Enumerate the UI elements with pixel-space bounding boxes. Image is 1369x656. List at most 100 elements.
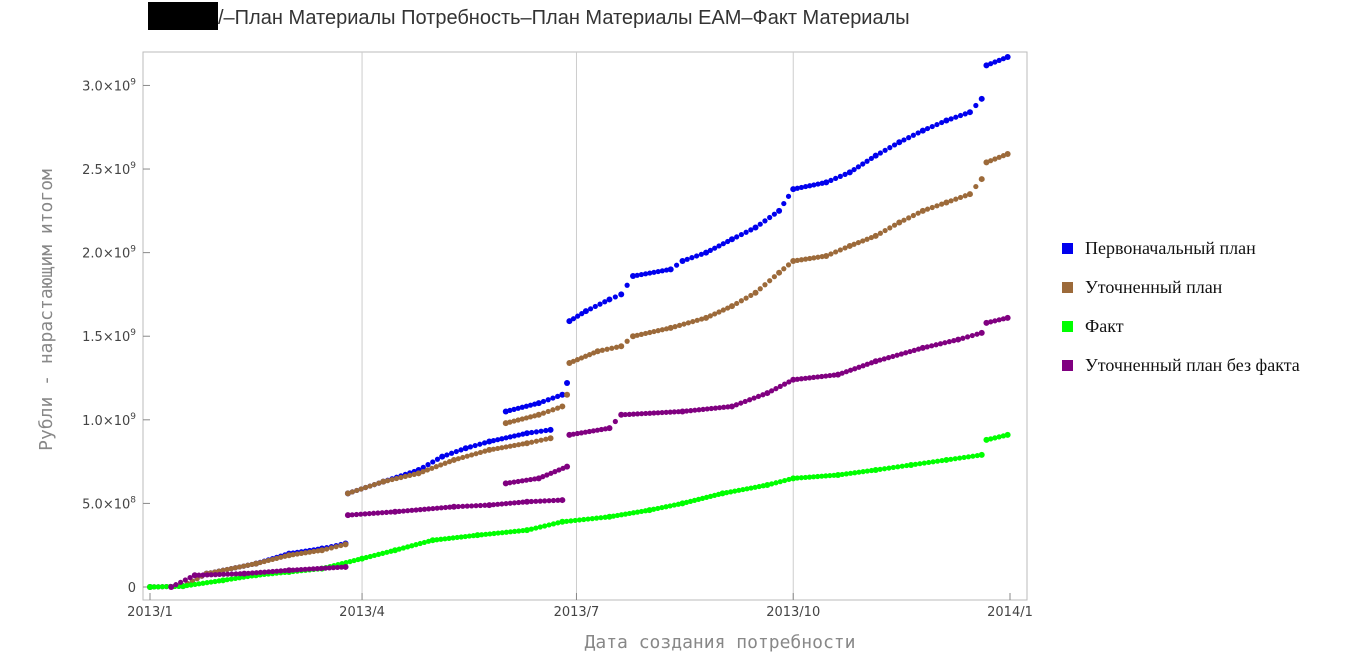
data-point [191, 572, 198, 579]
data-point [366, 510, 372, 517]
data-point [929, 123, 935, 130]
data-point [757, 286, 763, 292]
data-point [319, 547, 325, 554]
data-point [415, 470, 422, 477]
data-point [392, 508, 399, 515]
data-point [855, 164, 862, 170]
data-point [915, 130, 921, 136]
data-point [679, 408, 686, 415]
data-point [448, 450, 455, 456]
data-point [973, 183, 979, 190]
data-point [712, 405, 719, 411]
data-point [533, 525, 539, 531]
data-point [929, 343, 935, 349]
data-point [846, 169, 853, 176]
data-point [446, 535, 452, 541]
data-point [455, 503, 461, 510]
data-point [298, 550, 304, 556]
data-point [823, 179, 830, 186]
data-point [487, 531, 493, 537]
data-point [344, 512, 351, 519]
data-point [598, 426, 605, 433]
data-point [877, 357, 883, 363]
data-point [533, 429, 540, 435]
data-point [192, 581, 198, 588]
data-point [477, 449, 484, 456]
data-point [894, 352, 900, 358]
data-point [322, 565, 328, 571]
data-point [672, 324, 678, 330]
data-point [839, 370, 845, 376]
data-point [823, 373, 829, 379]
data-point [512, 528, 518, 535]
data-point [261, 569, 268, 575]
data-point [606, 425, 613, 432]
data-point [503, 529, 509, 535]
data-point [481, 440, 488, 446]
data-point [586, 428, 593, 435]
data-point [559, 497, 566, 504]
x-tick-label: 2013/1 [127, 605, 173, 620]
data-point [314, 566, 320, 572]
data-point [208, 572, 214, 578]
data-point [528, 498, 535, 505]
data-point [794, 185, 800, 191]
data-point [917, 461, 923, 467]
data-point [597, 301, 603, 307]
data-point [483, 531, 489, 537]
data-point [388, 509, 394, 515]
data-point [447, 504, 453, 510]
data-point [380, 478, 387, 485]
data-point [860, 238, 866, 244]
data-point [781, 266, 787, 272]
data-point [952, 456, 958, 462]
data-point [904, 462, 910, 469]
data-point [586, 352, 593, 358]
data-point [864, 236, 870, 242]
data-point [499, 501, 505, 507]
data-point [926, 459, 932, 466]
data-point [486, 446, 493, 453]
data-point [278, 568, 284, 574]
data-point [823, 252, 830, 259]
data-point [819, 373, 825, 380]
data-point [537, 524, 543, 530]
data-point [707, 247, 713, 253]
data-point [342, 541, 349, 548]
data-point [241, 570, 248, 577]
data-point [752, 224, 759, 231]
data-point [712, 245, 718, 251]
data-point [734, 300, 740, 307]
data-point [738, 298, 744, 304]
data-point [970, 453, 976, 459]
data-point [495, 501, 501, 507]
data-point [543, 436, 549, 442]
data-point [969, 332, 975, 339]
data-point [839, 471, 845, 478]
data-point [790, 186, 797, 193]
data-point [585, 516, 591, 522]
data-point [232, 575, 239, 582]
data-point [921, 460, 927, 466]
data-point [606, 296, 613, 303]
data-point [728, 489, 734, 495]
data-point [957, 455, 963, 461]
data-point [659, 268, 665, 274]
data-point [588, 306, 594, 312]
data-point [992, 59, 998, 65]
data-point [270, 568, 276, 575]
data-point [983, 62, 990, 69]
data-point [438, 462, 444, 468]
data-point [547, 426, 554, 433]
data-point [899, 463, 905, 469]
data-point [411, 471, 417, 477]
data-point [992, 156, 998, 162]
data-point [257, 569, 264, 576]
y-tick-label: 2.0×109 [82, 245, 136, 262]
data-point [618, 411, 625, 418]
data-point [529, 429, 535, 436]
data-point [767, 214, 773, 221]
data-point [460, 503, 466, 509]
data-point [555, 405, 561, 411]
data-point [516, 432, 522, 438]
